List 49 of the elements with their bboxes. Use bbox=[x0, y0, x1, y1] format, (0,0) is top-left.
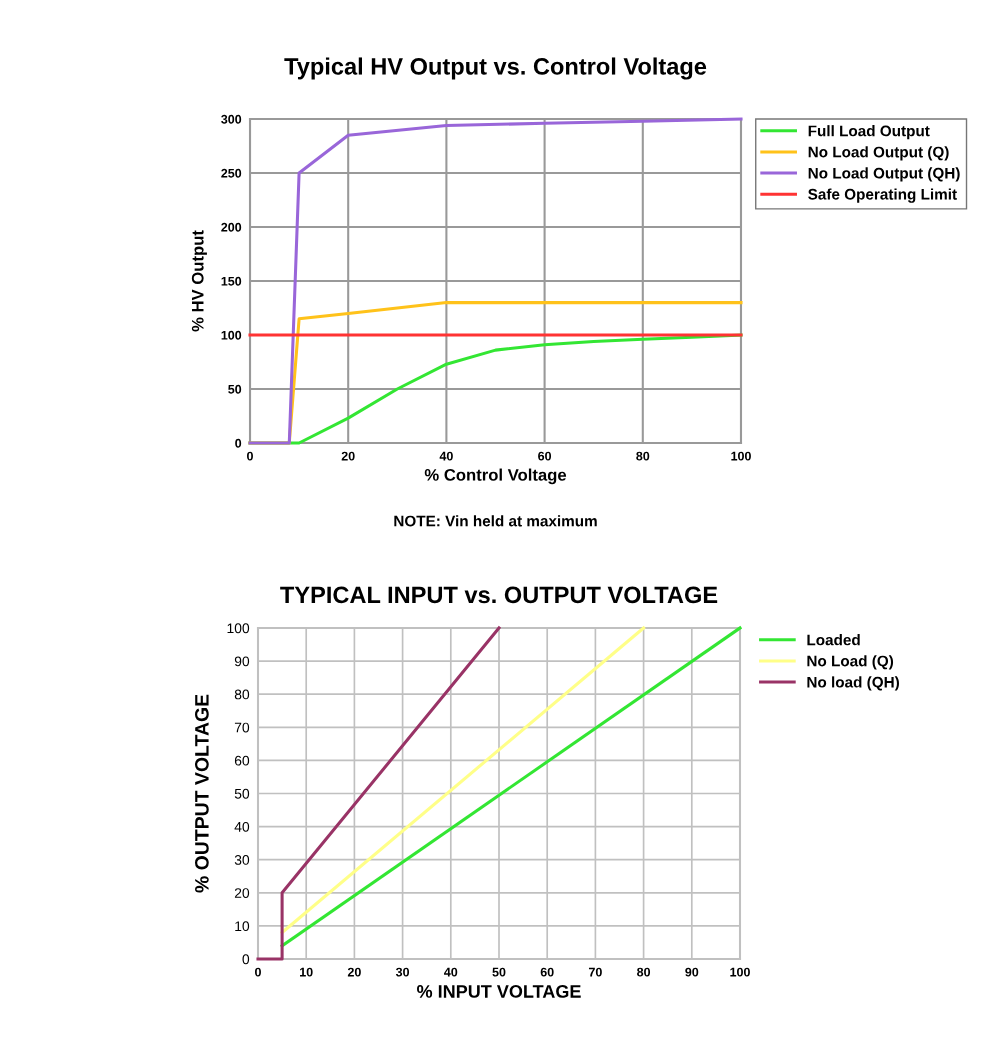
x-axis-title: % INPUT VOLTAGE bbox=[417, 985, 581, 998]
y-tick-label: 100 bbox=[227, 623, 250, 634]
chart-title: TYPICAL INPUT vs. OUTPUT VOLTAGE bbox=[280, 586, 718, 604]
x-tick-label: 20 bbox=[347, 967, 361, 977]
x-tick-label: 50 bbox=[492, 967, 506, 977]
y-axis-title: % HV Output bbox=[191, 230, 207, 332]
legend-label: No Load Output (Q) bbox=[808, 146, 949, 161]
y-tick-label: 0 bbox=[242, 954, 250, 965]
x-tick-label: 100 bbox=[730, 967, 750, 977]
y-tick-label: 60 bbox=[234, 755, 250, 766]
y-tick-label: 80 bbox=[234, 689, 250, 700]
x-tick-label: 60 bbox=[538, 451, 552, 461]
chart-title: Typical HV Output vs. Control Voltage bbox=[284, 57, 707, 80]
x-tick-label: 40 bbox=[439, 451, 453, 461]
x-tick-label: 20 bbox=[341, 451, 355, 461]
y-tick-label: 300 bbox=[221, 114, 242, 124]
x-tick-label: 0 bbox=[255, 967, 261, 977]
legend-label: Full Load Output bbox=[808, 125, 930, 140]
x-tick-label: 60 bbox=[540, 967, 554, 977]
x-tick-label: 90 bbox=[685, 967, 699, 977]
y-tick-label: 50 bbox=[234, 788, 250, 799]
x-tick-label: 30 bbox=[395, 967, 410, 977]
y-tick-label: 250 bbox=[221, 168, 242, 178]
x-axis-title: % Control Voltage bbox=[424, 468, 567, 485]
legend-label: No Load Output (QH) bbox=[808, 167, 960, 182]
x-tick-label: 80 bbox=[636, 451, 650, 461]
legend-label: No load (QH) bbox=[807, 676, 899, 691]
legend-label: Loaded bbox=[807, 634, 860, 646]
y-tick-label: 200 bbox=[221, 222, 242, 232]
y-tick-label: 100 bbox=[221, 330, 242, 340]
text: NOTE: Vin held at maximum bbox=[394, 515, 597, 527]
legend-label: Safe Operating Limit bbox=[808, 188, 957, 203]
y-tick-label: 10 bbox=[235, 921, 250, 932]
x-tick-label: 40 bbox=[444, 967, 458, 977]
x-tick-label: 10 bbox=[300, 967, 313, 977]
y-tick-label: 50 bbox=[228, 384, 242, 394]
x-tick-label: 80 bbox=[637, 967, 651, 977]
y-tick-label: 20 bbox=[234, 888, 250, 898]
line-series bbox=[248, 117, 743, 445]
y-tick-label: 70 bbox=[234, 722, 250, 733]
y-axis-title: % OUTPUT VOLTAGE bbox=[194, 694, 209, 893]
y-tick-label: 30 bbox=[234, 855, 250, 865]
legend-label: No Load (Q) bbox=[807, 655, 894, 670]
x-tick-label: 70 bbox=[588, 967, 602, 977]
y-tick-label: 0 bbox=[235, 438, 242, 448]
x-tick-label: 100 bbox=[731, 451, 751, 461]
y-tick-label: 150 bbox=[221, 276, 242, 286]
y-tick-label: 40 bbox=[234, 821, 250, 832]
y-tick-label: 90 bbox=[234, 656, 250, 667]
